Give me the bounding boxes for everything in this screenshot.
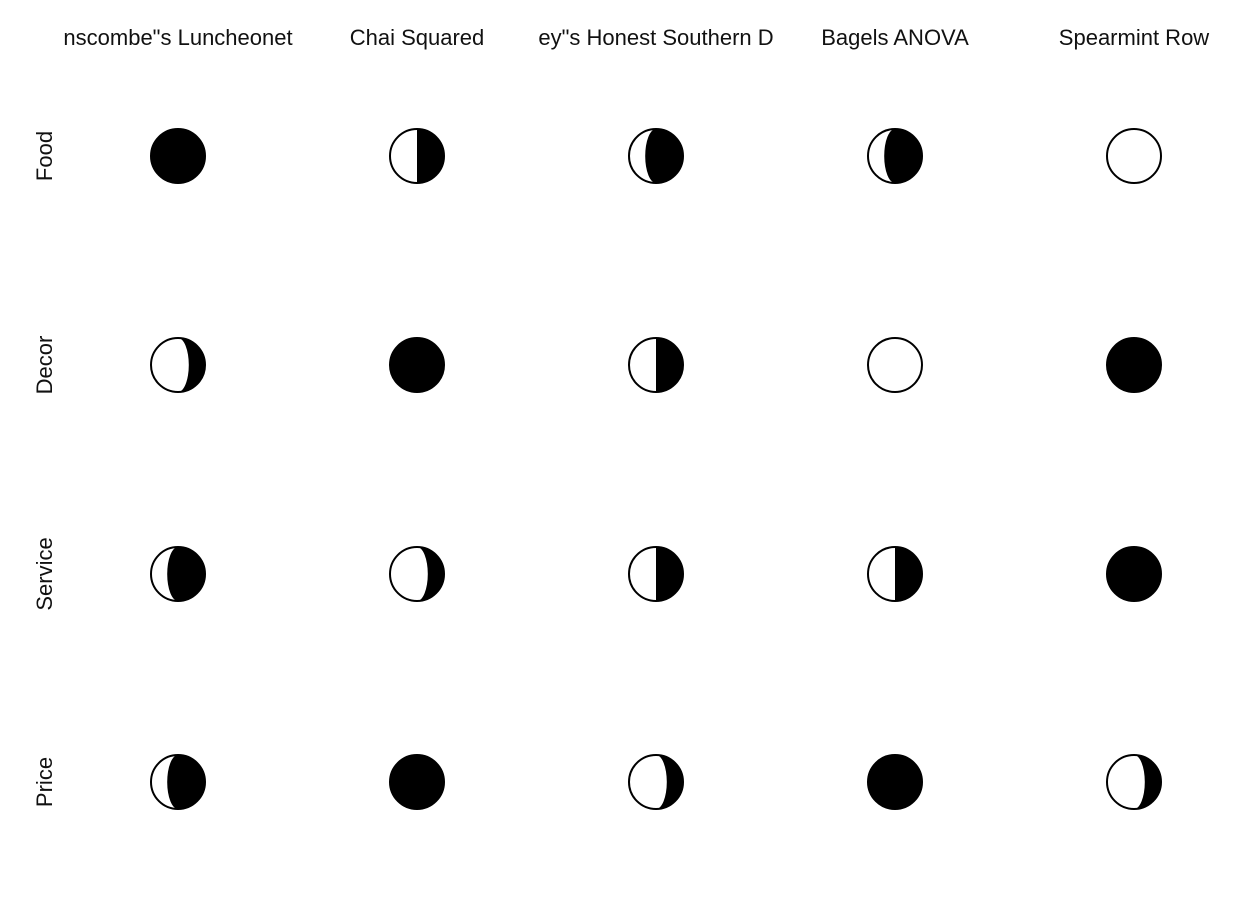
- moon-outline: [867, 128, 923, 184]
- column-label-3: Bagels ANOVA: [821, 25, 969, 50]
- moon-shade: [151, 129, 205, 183]
- row-label-2: Service: [32, 537, 57, 610]
- moon-mark-r3-c1: [389, 754, 445, 810]
- row-label-0: Food: [32, 131, 57, 181]
- column-label-2: ey"s Honest Southern D: [538, 25, 773, 50]
- moon-mark-r0-c3: [867, 128, 923, 184]
- moon-shade: [868, 755, 922, 809]
- moon-shade: [390, 755, 444, 809]
- moon-shade: [895, 547, 922, 601]
- moon-mark-r3-c4: [1106, 754, 1162, 810]
- moon-mark-r3-c3: [867, 754, 923, 810]
- row-label-3: Price: [32, 757, 57, 807]
- moon-outline: [867, 754, 923, 810]
- moon-outline: [628, 754, 684, 810]
- moon-mark-r0-c0: [150, 128, 206, 184]
- moon-outline: [389, 546, 445, 602]
- moon-outline: [150, 754, 206, 810]
- moon-shade: [656, 338, 683, 392]
- moon-shade: [178, 338, 205, 392]
- moon-outline: [150, 128, 206, 184]
- moon-outline: [867, 546, 923, 602]
- moon-outline: [150, 546, 206, 602]
- moon-shade: [645, 129, 683, 183]
- moon-shade: [1134, 755, 1161, 809]
- moon-mark-r2-c2: [628, 546, 684, 602]
- column-labels: nscombe"s Luncheonet Chai Squared ey"s H…: [63, 25, 1209, 50]
- moon-outline: [628, 337, 684, 393]
- moon-mark-r1-c0: [150, 337, 206, 393]
- moon-mark-r0-c1: [389, 128, 445, 184]
- moon-outline: [1106, 128, 1162, 184]
- moon-outline: [389, 337, 445, 393]
- moon-outline: [1106, 546, 1162, 602]
- moon-shade: [1107, 547, 1161, 601]
- moon-shade: [167, 547, 205, 601]
- row-labels: Food Decor Service Price: [32, 131, 57, 807]
- moon-mark-r1-c4: [1106, 337, 1162, 393]
- moon-mark-r3-c0: [150, 754, 206, 810]
- column-label-0: nscombe"s Luncheonet: [63, 25, 292, 50]
- moon-shade: [884, 129, 922, 183]
- moon-mark-r2-c1: [389, 546, 445, 602]
- moon-outline: [628, 128, 684, 184]
- moon-outline: [1106, 754, 1162, 810]
- moon-mark-r0-c2: [628, 128, 684, 184]
- moon-shade: [656, 547, 683, 601]
- moon-shade: [656, 755, 683, 809]
- column-label-1: Chai Squared: [350, 25, 485, 50]
- moon-outline: [389, 754, 445, 810]
- moon-base: [868, 338, 922, 392]
- moon-shade: [417, 547, 444, 601]
- moon-mark-r1-c2: [628, 337, 684, 393]
- row-label-1: Decor: [32, 336, 57, 395]
- moon-mark-r2-c4: [1106, 546, 1162, 602]
- moon-outline: [389, 128, 445, 184]
- moon-outline: [150, 337, 206, 393]
- moon-shade: [1107, 338, 1161, 392]
- moon-base: [1107, 129, 1161, 183]
- moon-shade: [417, 129, 444, 183]
- moon-marks: [150, 128, 1162, 810]
- moon-mark-r2-c3: [867, 546, 923, 602]
- moon-mark-r2-c0: [150, 546, 206, 602]
- moon-outline: [1106, 337, 1162, 393]
- moon-mark-r1-c1: [389, 337, 445, 393]
- moon-shade: [167, 755, 205, 809]
- column-label-4: Spearmint Row: [1059, 25, 1210, 50]
- moon-outline: [628, 546, 684, 602]
- moon-mark-r3-c2: [628, 754, 684, 810]
- moon-mark-r1-c3: [867, 337, 923, 393]
- moon-shade: [390, 338, 444, 392]
- moon-mark-r0-c4: [1106, 128, 1162, 184]
- moon-outline: [867, 337, 923, 393]
